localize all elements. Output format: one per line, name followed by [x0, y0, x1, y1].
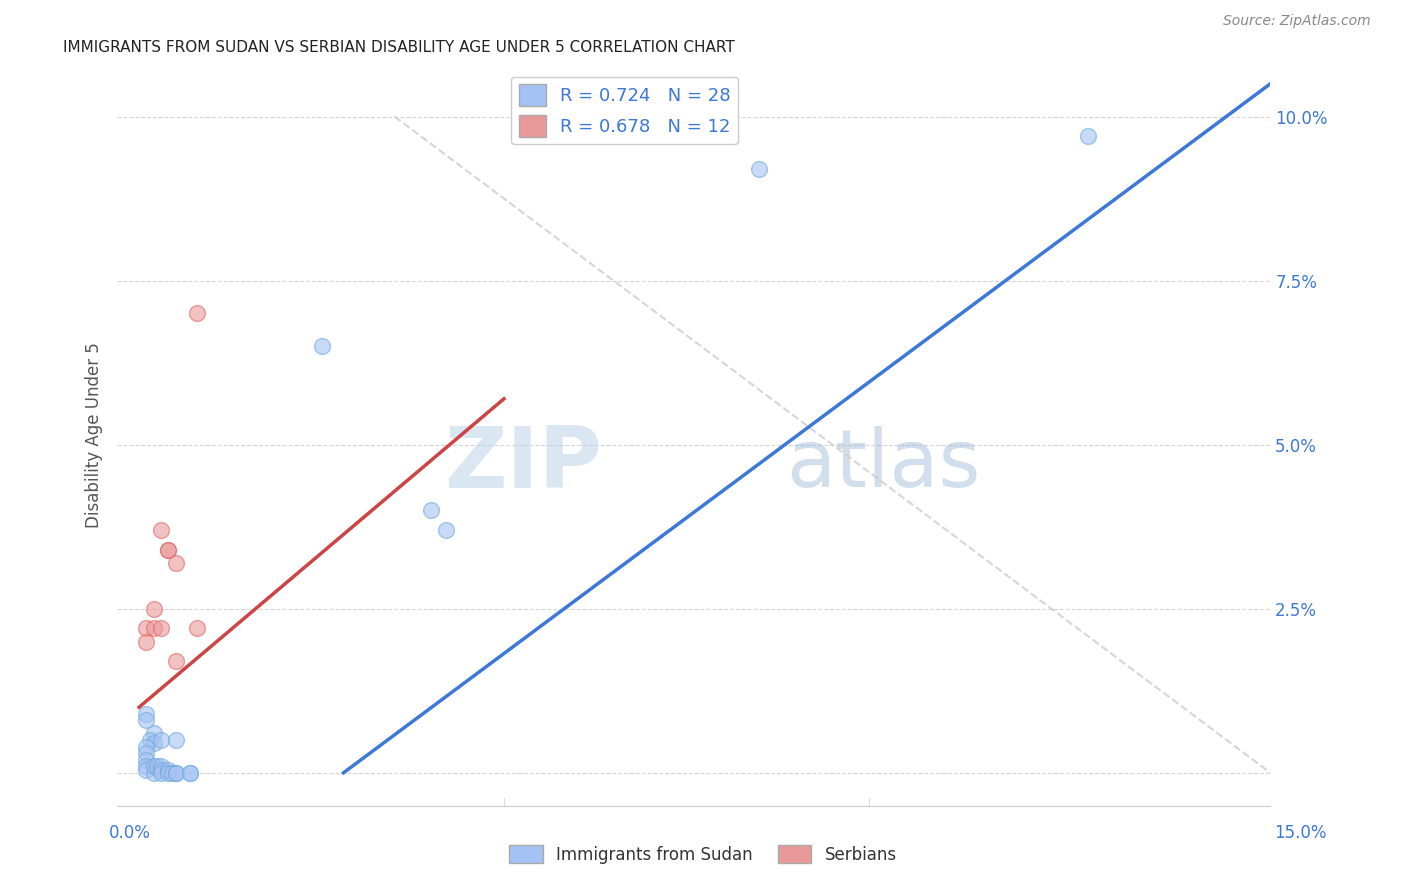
Point: [149, 759, 172, 773]
Point: [149, 622, 172, 636]
Legend: Immigrants from Sudan, Serbians: Immigrants from Sudan, Serbians: [503, 838, 903, 871]
Text: 15.0%: 15.0%: [1274, 824, 1327, 842]
Point: [142, 622, 165, 636]
Point: [157, 542, 180, 557]
Legend: R = 0.724   N = 28, R = 0.678   N = 12: R = 0.724 N = 28, R = 0.678 N = 12: [512, 77, 738, 145]
Point: [149, 763, 172, 777]
Point: [135, 739, 157, 754]
Point: [142, 765, 165, 780]
Point: [165, 654, 187, 668]
Text: Source: ZipAtlas.com: Source: ZipAtlas.com: [1223, 14, 1371, 28]
Point: [135, 746, 157, 760]
Point: [1077, 129, 1099, 144]
Point: [135, 622, 157, 636]
Text: atlas: atlas: [786, 425, 980, 503]
Point: [142, 736, 165, 750]
Point: [165, 765, 187, 780]
Point: [135, 714, 157, 728]
Point: [135, 763, 157, 777]
Point: [135, 706, 157, 721]
Point: [149, 523, 172, 537]
Point: [142, 759, 165, 773]
Point: [186, 622, 208, 636]
Point: [434, 523, 457, 537]
Point: [135, 759, 157, 773]
Point: [165, 765, 187, 780]
Point: [748, 162, 770, 177]
Point: [157, 542, 180, 557]
Text: 0.0%: 0.0%: [108, 824, 150, 842]
Point: [179, 765, 201, 780]
Point: [157, 765, 180, 780]
Point: [165, 733, 187, 747]
Point: [186, 306, 208, 320]
Point: [149, 765, 172, 780]
Point: [135, 634, 157, 648]
Point: [157, 763, 180, 777]
Point: [311, 339, 333, 353]
Point: [139, 733, 162, 747]
Text: IMMIGRANTS FROM SUDAN VS SERBIAN DISABILITY AGE UNDER 5 CORRELATION CHART: IMMIGRANTS FROM SUDAN VS SERBIAN DISABIL…: [63, 40, 735, 55]
Point: [165, 556, 187, 570]
Point: [420, 503, 443, 517]
Point: [142, 601, 165, 615]
Point: [160, 765, 183, 780]
Point: [142, 726, 165, 740]
Point: [146, 759, 169, 773]
Text: ZIP: ZIP: [444, 423, 602, 506]
Y-axis label: Disability Age Under 5: Disability Age Under 5: [86, 342, 103, 528]
Point: [179, 765, 201, 780]
Point: [135, 753, 157, 767]
Point: [149, 733, 172, 747]
